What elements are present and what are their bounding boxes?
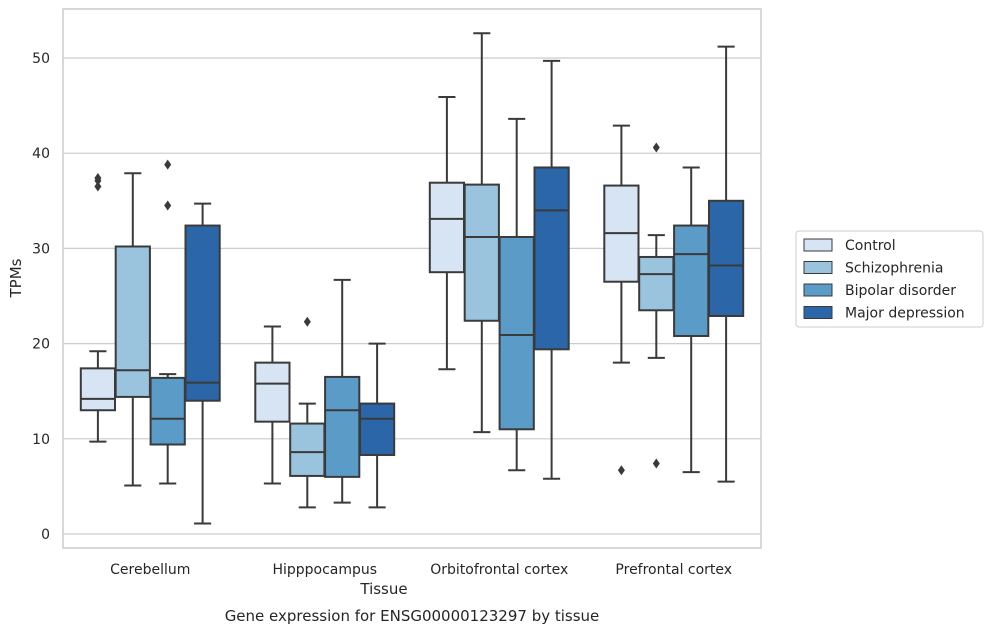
outlier-point xyxy=(303,316,311,327)
y-tick-label: 20 xyxy=(32,337,50,353)
legend-label: Bipolar disorder xyxy=(845,283,956,299)
box-group xyxy=(324,278,361,504)
y-axis-label: TPMs xyxy=(7,258,25,298)
y-tick-label: 10 xyxy=(32,432,50,448)
outlier-point xyxy=(94,181,102,192)
legend-label: Major depression xyxy=(845,306,965,322)
box-group xyxy=(254,325,291,485)
box-group xyxy=(463,32,500,434)
outlier-point xyxy=(94,172,102,183)
figure-caption: Gene expression for ENSG00000123297 by t… xyxy=(225,607,600,625)
x-tick-label: Hipppocampus xyxy=(272,562,377,578)
outlier-point xyxy=(164,159,172,170)
box-group xyxy=(603,124,640,476)
box xyxy=(673,224,710,337)
box xyxy=(498,235,535,431)
box xyxy=(324,375,361,478)
legend-swatch xyxy=(803,238,833,252)
legend-item: Schizophrenia xyxy=(803,261,943,277)
legend-swatch xyxy=(803,261,833,274)
box-group xyxy=(358,342,396,509)
y-tick-label: 0 xyxy=(41,527,50,543)
legend-item: Major depression xyxy=(803,306,965,322)
box xyxy=(707,199,745,317)
box-group xyxy=(533,59,570,480)
box xyxy=(184,224,221,402)
legend-swatch xyxy=(803,283,833,297)
box-group xyxy=(638,142,675,469)
box-group xyxy=(184,202,221,525)
legend-item: Bipolar disorder xyxy=(803,283,956,299)
box-group xyxy=(114,172,151,487)
outlier-point xyxy=(652,458,660,469)
box xyxy=(254,361,291,423)
box-group xyxy=(707,45,745,483)
box xyxy=(428,181,466,274)
box-group xyxy=(289,316,326,509)
x-tick-labels: Cerebellum Hipppocampus Orbitofrontal cort… xyxy=(110,562,732,578)
legend-frame xyxy=(795,230,984,328)
y-tick-label: 40 xyxy=(32,146,50,162)
x-tick-label: Orbitofrontal cortex xyxy=(430,562,568,578)
legend-label: Schizophrenia xyxy=(845,261,943,277)
outlier-point xyxy=(164,200,172,211)
box-group xyxy=(149,159,186,485)
box-plots xyxy=(79,32,745,525)
legend-item: Control xyxy=(803,238,896,254)
plot-frame xyxy=(62,8,762,549)
legend: Control Schizophrenia Bipolar disorder Majo… xyxy=(795,230,984,328)
y-tick-labels: 0 10 20 30 40 50 xyxy=(32,51,50,543)
box-group xyxy=(79,172,117,443)
legend-label: Control xyxy=(845,238,896,254)
y-tick-label: 50 xyxy=(32,51,50,67)
x-tick-label: Prefrontal cortex xyxy=(615,562,732,578)
box xyxy=(289,422,326,477)
x-axis-label: Tissue xyxy=(359,580,407,598)
box xyxy=(638,255,675,312)
box xyxy=(533,166,570,351)
box xyxy=(149,376,186,446)
box-group xyxy=(428,96,466,371)
box xyxy=(114,245,151,398)
outlier-point xyxy=(617,465,625,476)
box xyxy=(79,367,117,412)
box-group xyxy=(498,117,535,472)
box-group xyxy=(673,166,710,474)
box xyxy=(358,402,396,456)
outlier-point xyxy=(652,142,660,153)
x-tick-label: Cerebellum xyxy=(110,562,190,578)
box xyxy=(463,183,500,322)
legend-swatch xyxy=(803,306,833,319)
y-tick-label: 30 xyxy=(32,241,50,257)
